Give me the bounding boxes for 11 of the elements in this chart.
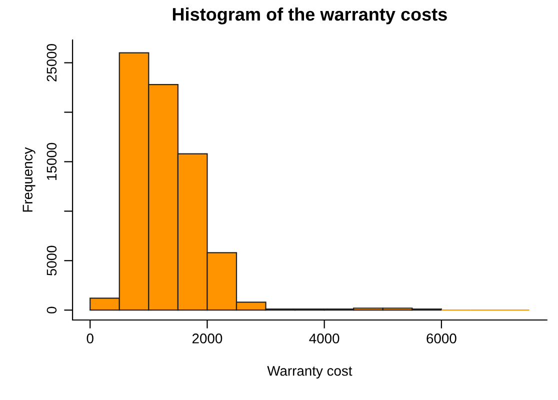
chart-title: Histogram of the warranty costs [172, 7, 447, 24]
y-tick-label: 0 [46, 306, 57, 314]
y-axis-title: Frequency [22, 147, 36, 212]
x-axis-title: Warranty cost [267, 366, 352, 379]
y-tick-label: 15000 [46, 142, 57, 180]
y-tick-label: 5000 [46, 246, 57, 276]
x-tick-label: 6000 [426, 334, 456, 344]
x-tick-label: 0 [86, 334, 94, 344]
y-tick-label: 25000 [46, 44, 57, 82]
x-tick-label: 2000 [192, 334, 222, 344]
x-tick-label: 4000 [309, 334, 340, 344]
